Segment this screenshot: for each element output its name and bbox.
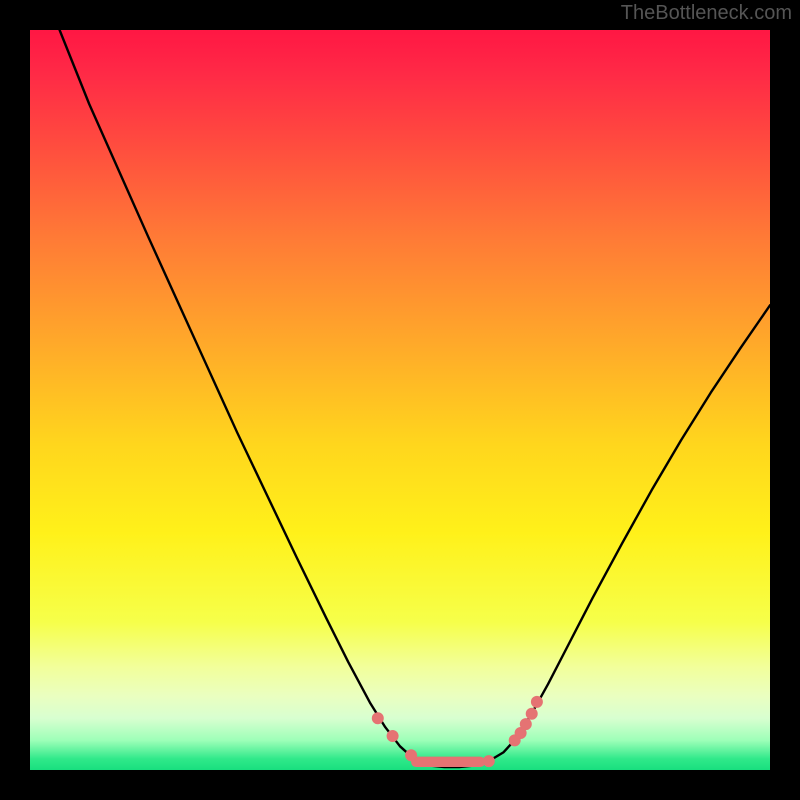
curve-marker <box>526 708 537 719</box>
floor-marker-bar <box>411 757 485 767</box>
curve-marker <box>406 750 417 761</box>
bottleneck-curve-chart <box>30 30 770 770</box>
plot-area <box>30 30 770 770</box>
curve-marker <box>387 730 398 741</box>
watermark-text: TheBottleneck.com <box>621 2 792 25</box>
curve-marker <box>372 713 383 724</box>
heat-gradient-background <box>30 30 770 770</box>
curve-marker <box>531 696 542 707</box>
curve-marker <box>483 756 494 767</box>
curve-marker <box>520 719 531 730</box>
chart-frame: TheBottleneck.com <box>0 0 800 800</box>
